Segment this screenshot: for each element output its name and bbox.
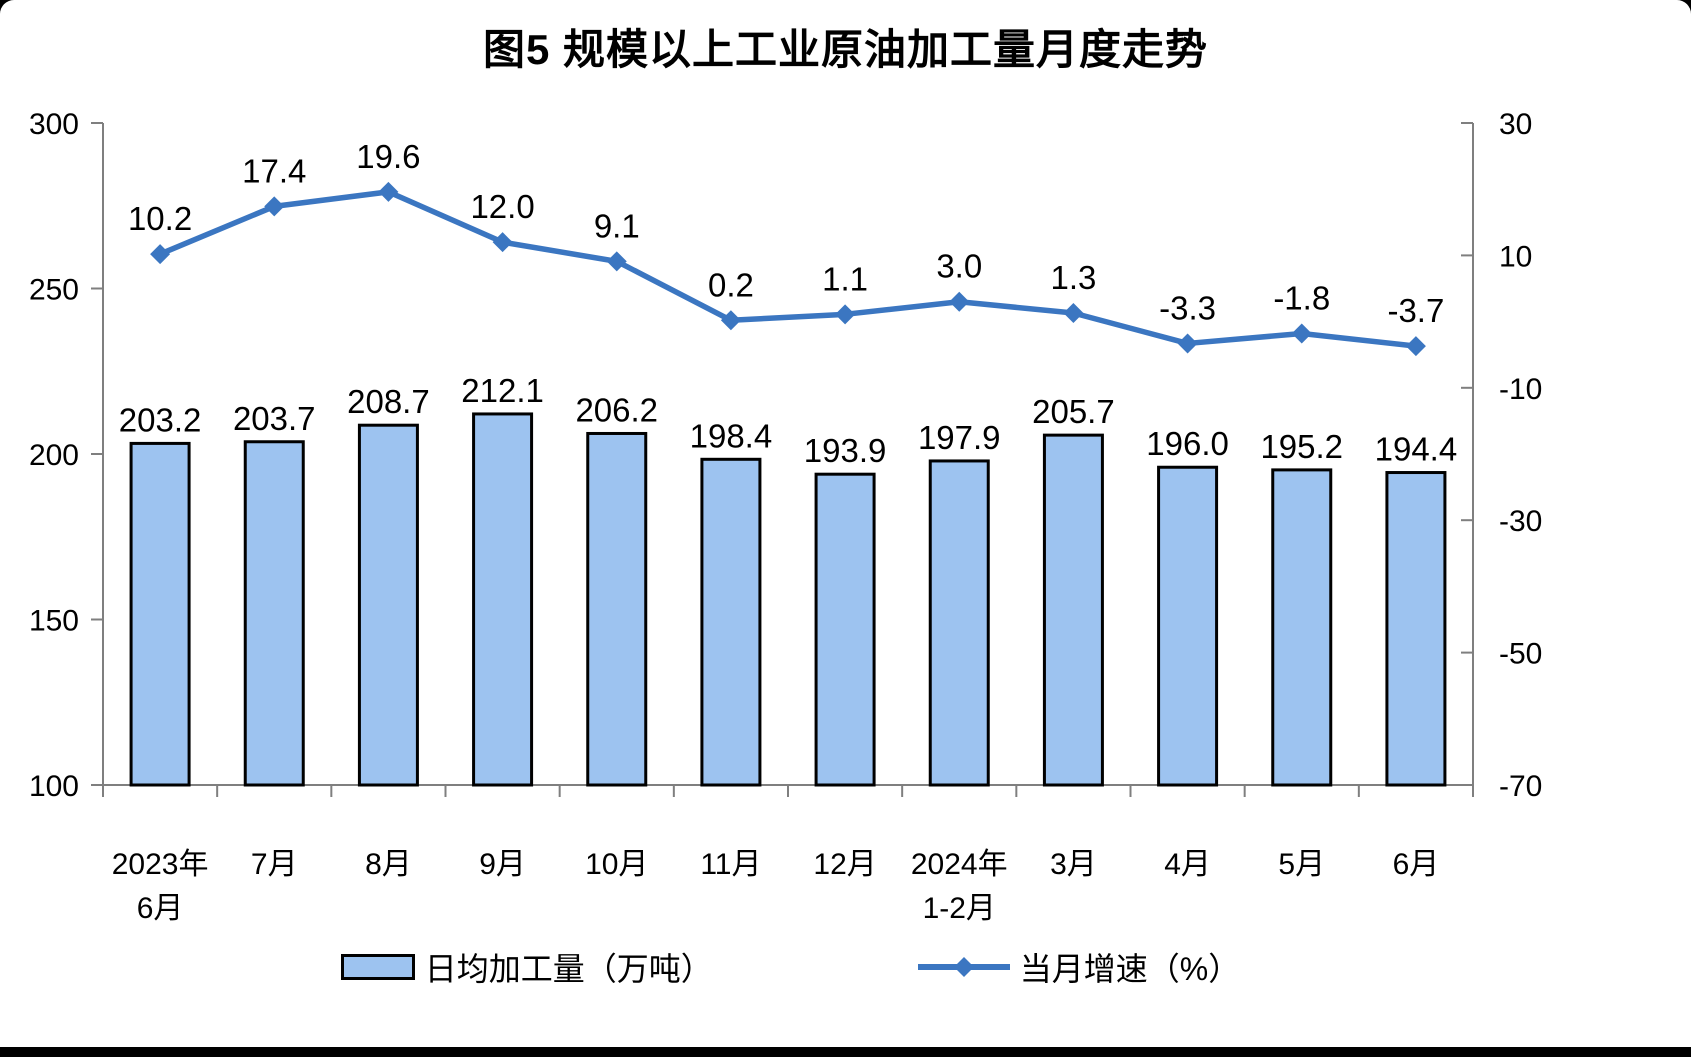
legend-item-line: 当月增速（%）	[917, 944, 1241, 990]
bar	[586, 431, 648, 787]
line-series-swatch-icon	[917, 957, 1010, 977]
category-label: 7月	[251, 848, 298, 881]
bar	[700, 457, 762, 787]
left-axis-tick-label: 250	[29, 274, 79, 307]
bar-value-label: 208.7	[347, 383, 430, 420]
line-point-marker-icon	[606, 251, 627, 272]
bar	[1042, 433, 1104, 787]
bar-value-label: 196.0	[1146, 425, 1229, 462]
line-value-label: -1.8	[1273, 280, 1330, 317]
bar	[928, 459, 990, 787]
category-label: 6月	[1393, 848, 1440, 881]
line-value-label: 1.1	[822, 260, 868, 297]
bar	[472, 412, 534, 787]
line-point-marker-icon	[1405, 336, 1426, 357]
category-label: 8月	[365, 848, 412, 881]
bar	[1271, 468, 1333, 787]
line-point-marker-icon	[1291, 323, 1312, 344]
bar	[1157, 465, 1219, 787]
line-value-label: 19.6	[356, 138, 420, 175]
chart-title: 图5 规模以上工业原油加工量月度走势	[482, 26, 1209, 73]
category-label: 1-2月	[923, 892, 996, 925]
line-value-label: 10.2	[128, 200, 192, 237]
line-value-label: 12.0	[470, 188, 534, 225]
line-point-marker-icon	[150, 244, 171, 265]
line-point-marker-icon	[1063, 302, 1084, 323]
bar	[1385, 471, 1447, 787]
category-label: 3月	[1050, 848, 1097, 881]
bar-value-label: 203.7	[233, 400, 316, 437]
line-point-marker-icon	[835, 304, 856, 325]
category-label: 6月	[137, 892, 184, 925]
category-label: 10月	[585, 848, 648, 881]
legend-item-bar: 日均加工量（万吨）	[340, 944, 713, 990]
legend-line-marker-icon	[953, 957, 974, 977]
line-value-label: 3.0	[936, 248, 982, 285]
category-label: 2024年	[911, 848, 1008, 881]
category-label: 9月	[479, 848, 526, 881]
category-label: 2023年	[112, 848, 209, 881]
bar-value-label: 203.2	[119, 401, 202, 438]
chart-legend: 日均加工量（万吨） 当月增速（%）	[0, 944, 1636, 990]
line-value-label: 9.1	[594, 207, 640, 244]
line-value-label: -3.7	[1387, 292, 1444, 329]
bar-value-label: 205.7	[1032, 393, 1115, 430]
left-axis-tick-label: 150	[29, 605, 79, 638]
line-point-marker-icon	[378, 181, 399, 202]
chart-canvas: 100 150 200 250 300 -70 -50 -30 -10 10 30 2023年 6月 7月…	[29, 108, 1542, 925]
line-point-marker-icon	[949, 291, 970, 312]
bar	[129, 441, 191, 787]
left-axis-tick-label: 300	[29, 108, 79, 141]
growth-line	[157, 189, 1419, 349]
left-axis-tick-label: 100	[29, 770, 79, 803]
bar-value-label: 198.4	[690, 417, 773, 454]
line-value-label: 0.2	[708, 266, 754, 303]
category-label: 5月	[1278, 848, 1325, 881]
bar-value-label: 193.9	[804, 432, 887, 469]
line-point-marker-icon	[264, 196, 285, 217]
line-value-label: 17.4	[242, 152, 306, 189]
left-axis-tick-label: 200	[29, 439, 79, 472]
right-axis-tick-label: -10	[1499, 373, 1542, 406]
line-point-marker-icon	[720, 310, 741, 331]
bar-value-label: 195.2	[1260, 428, 1343, 465]
category-label: 12月	[813, 848, 876, 881]
line-value-label: -3.3	[1159, 289, 1216, 326]
right-axis-tick-label: -30	[1499, 505, 1542, 538]
right-axis-tick-label: 30	[1499, 108, 1532, 141]
bar-series-label: 日均加工量（万吨）	[424, 951, 713, 987]
line-point-marker-icon	[492, 232, 513, 253]
bar-value-label: 197.9	[918, 419, 1001, 456]
line-point-marker-icon	[1177, 333, 1198, 354]
bar-value-label: 194.4	[1375, 431, 1458, 468]
right-axis-tick-label: -70	[1499, 770, 1542, 803]
bar	[357, 423, 419, 787]
line-value-label: 1.3	[1050, 259, 1096, 296]
bar-value-label: 206.2	[575, 391, 658, 428]
category-label: 4月	[1164, 848, 1211, 881]
right-axis-tick-label: -50	[1499, 638, 1542, 671]
bar-series-swatch-icon	[340, 954, 415, 980]
bar	[814, 472, 876, 787]
category-label: 11月	[700, 848, 761, 881]
bar-value-label: 212.1	[461, 372, 544, 409]
line-series-label: 当月增速（%）	[1019, 951, 1241, 987]
bar	[243, 440, 305, 787]
right-axis-tick-label: 10	[1499, 240, 1532, 273]
